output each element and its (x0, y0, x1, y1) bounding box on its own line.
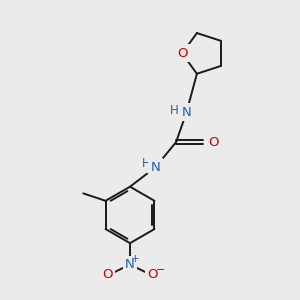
Text: H: H (142, 157, 151, 170)
Text: −: − (156, 265, 166, 275)
Text: N: N (182, 106, 191, 119)
Text: O: O (102, 268, 112, 281)
Text: N: N (125, 258, 135, 271)
Text: O: O (177, 47, 187, 60)
Text: +: + (131, 254, 140, 264)
Text: O: O (208, 136, 219, 148)
Text: O: O (148, 268, 158, 281)
Text: H: H (169, 103, 178, 116)
Text: N: N (150, 161, 160, 174)
